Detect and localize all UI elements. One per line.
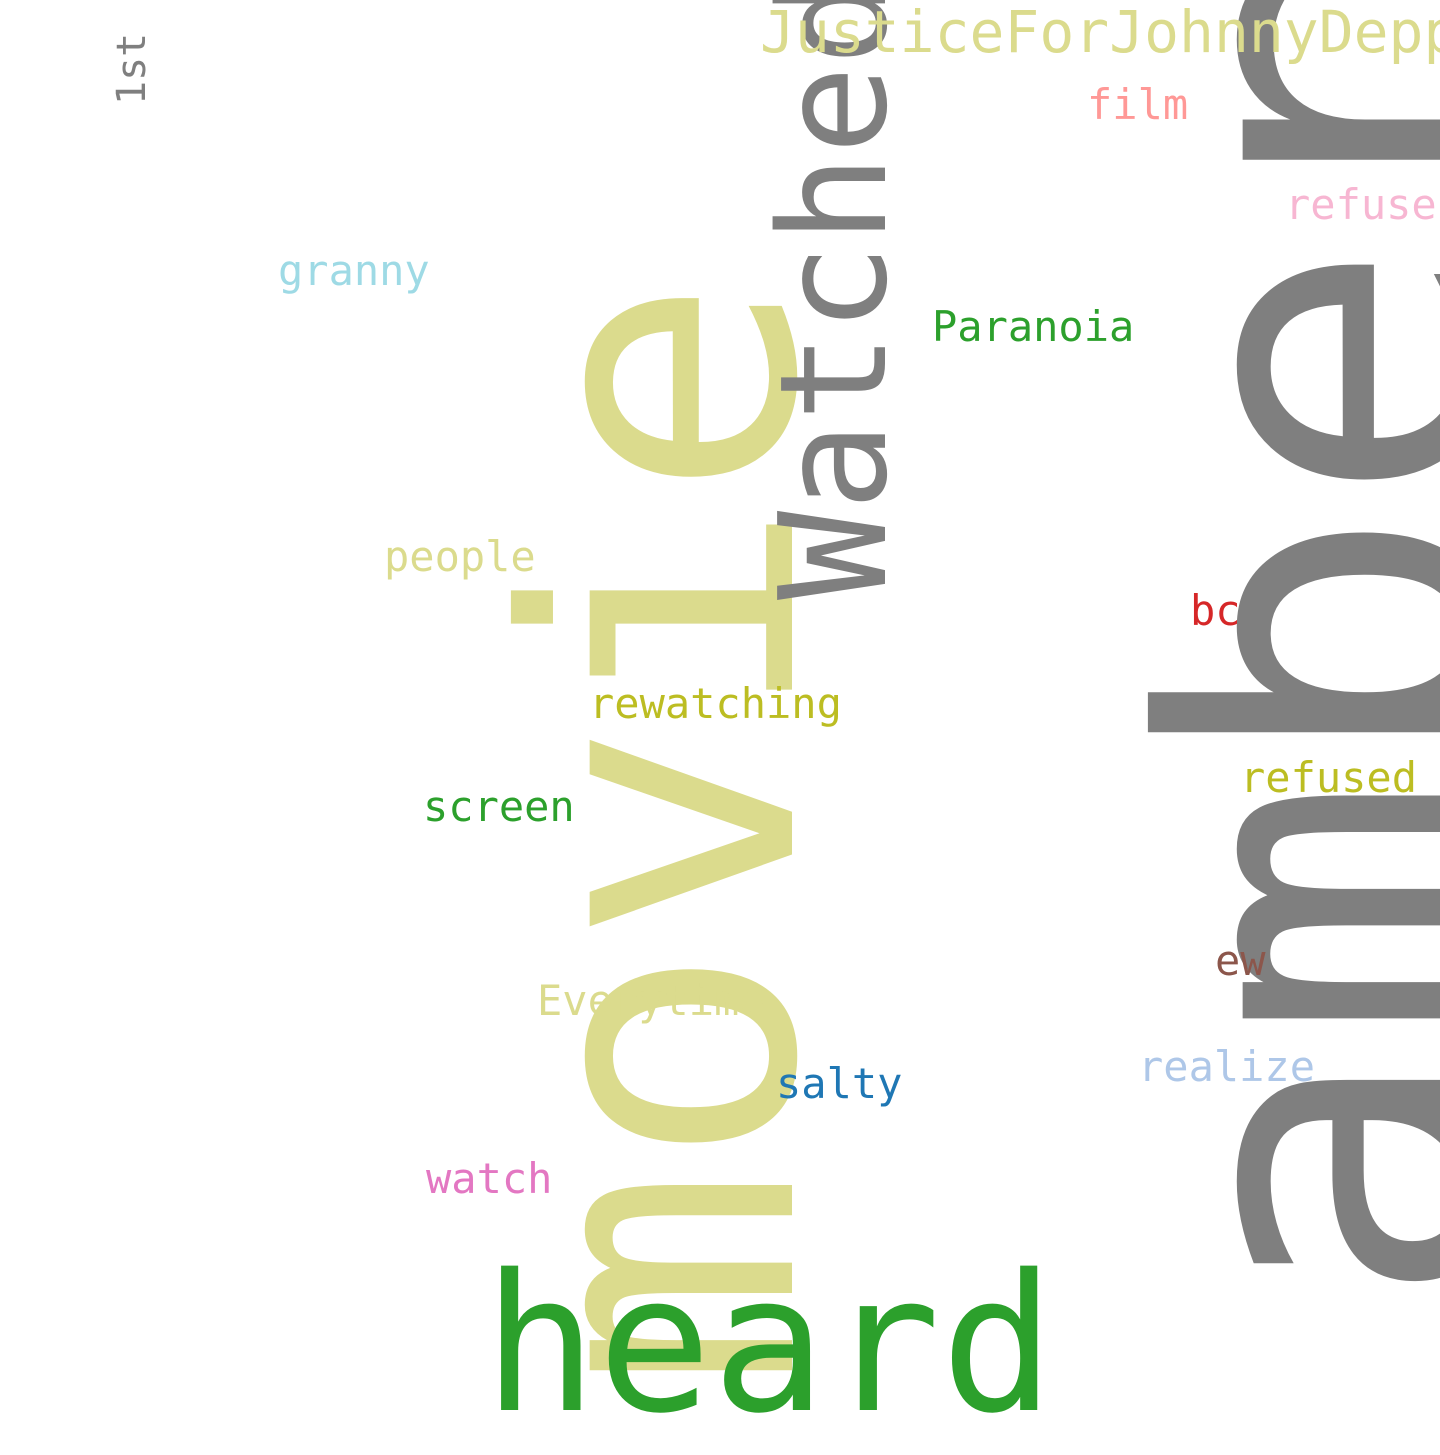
word-watch: watch xyxy=(426,1154,553,1203)
word-screen: screen xyxy=(423,782,575,831)
word-1st: 1st xyxy=(109,32,155,105)
word-realize: realize xyxy=(1138,1042,1316,1091)
word-granny: granny xyxy=(278,246,430,295)
word-justicefor-johnnydepp: JusticeForJohnnyDepp xyxy=(760,0,1440,66)
word-film: film xyxy=(1087,80,1189,129)
word-people: people xyxy=(384,532,536,581)
word-watched: Watched xyxy=(748,0,920,600)
word-paranoia: Paranoia xyxy=(932,302,1135,351)
word-refuse: refuse xyxy=(1285,180,1437,229)
word-bc: bc xyxy=(1190,586,1241,635)
word-salty: salty xyxy=(776,1059,903,1108)
word-everytime: Everytime xyxy=(537,976,765,1025)
word-heard: heard xyxy=(483,1234,1055,1455)
word-rewatching: rewatching xyxy=(589,679,842,728)
word-refused: refused xyxy=(1240,753,1418,802)
word-ew: ew xyxy=(1215,936,1266,985)
